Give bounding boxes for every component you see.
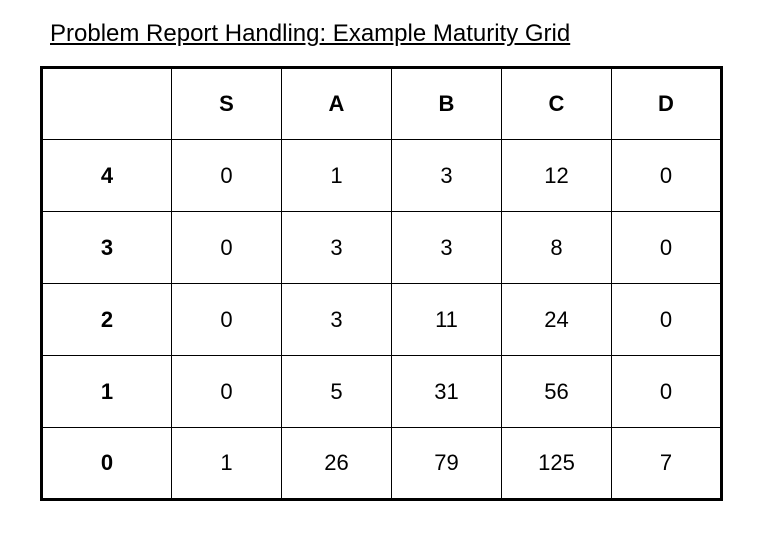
header-cell-blank xyxy=(42,68,172,140)
cell: 0 xyxy=(612,212,722,284)
row-label: 3 xyxy=(42,212,172,284)
header-cell-b: B xyxy=(392,68,502,140)
cell: 24 xyxy=(502,284,612,356)
maturity-grid-table: S A B C D 4 0 1 3 12 0 3 0 3 3 8 0 xyxy=(40,66,723,501)
row-label: 4 xyxy=(42,140,172,212)
cell: 12 xyxy=(502,140,612,212)
header-cell-c: C xyxy=(502,68,612,140)
page-container: Problem Report Handling: Example Maturit… xyxy=(0,0,780,521)
cell: 31 xyxy=(392,356,502,428)
cell: 0 xyxy=(612,284,722,356)
cell: 0 xyxy=(172,212,282,284)
cell: 1 xyxy=(172,428,282,500)
header-cell-a: A xyxy=(282,68,392,140)
header-cell-s: S xyxy=(172,68,282,140)
table-row: 2 0 3 11 24 0 xyxy=(42,284,722,356)
cell: 3 xyxy=(392,140,502,212)
header-cell-d: D xyxy=(612,68,722,140)
table-header-row: S A B C D xyxy=(42,68,722,140)
cell: 0 xyxy=(172,140,282,212)
cell: 26 xyxy=(282,428,392,500)
cell: 0 xyxy=(612,140,722,212)
cell: 0 xyxy=(172,356,282,428)
cell: 79 xyxy=(392,428,502,500)
row-label: 1 xyxy=(42,356,172,428)
table-row: 1 0 5 31 56 0 xyxy=(42,356,722,428)
cell: 8 xyxy=(502,212,612,284)
page-title: Problem Report Handling: Example Maturit… xyxy=(50,20,740,48)
cell: 3 xyxy=(282,212,392,284)
cell: 56 xyxy=(502,356,612,428)
cell: 0 xyxy=(172,284,282,356)
cell: 3 xyxy=(282,284,392,356)
cell: 11 xyxy=(392,284,502,356)
cell: 7 xyxy=(612,428,722,500)
cell: 1 xyxy=(282,140,392,212)
cell: 5 xyxy=(282,356,392,428)
table-row: 3 0 3 3 8 0 xyxy=(42,212,722,284)
row-label: 0 xyxy=(42,428,172,500)
cell: 3 xyxy=(392,212,502,284)
cell: 125 xyxy=(502,428,612,500)
cell: 0 xyxy=(612,356,722,428)
table-row: 4 0 1 3 12 0 xyxy=(42,140,722,212)
row-label: 2 xyxy=(42,284,172,356)
table-row: 0 1 26 79 125 7 xyxy=(42,428,722,500)
